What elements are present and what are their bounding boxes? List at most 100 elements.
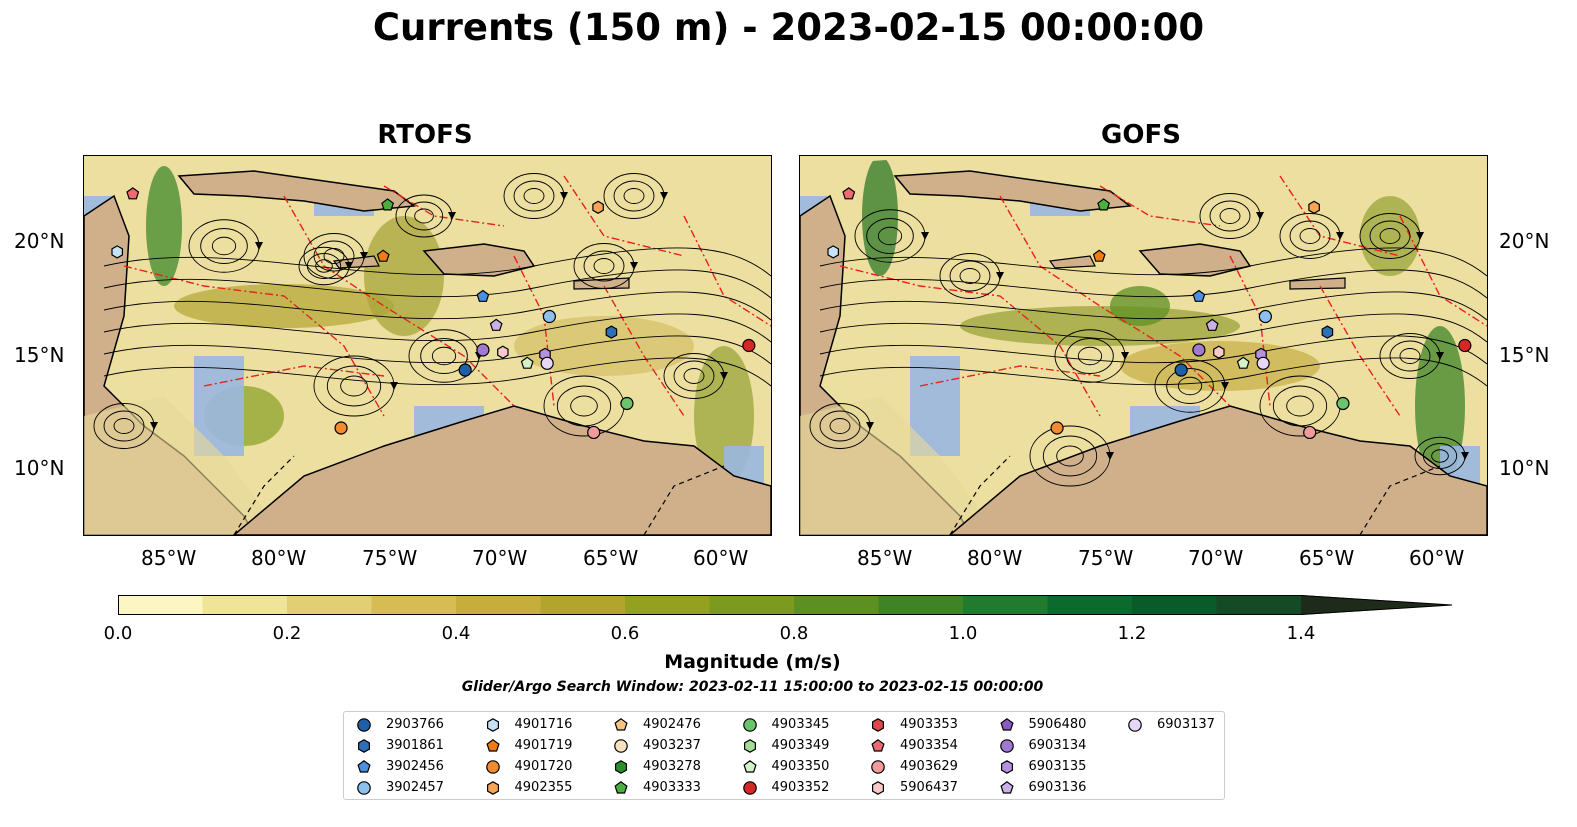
legend-label: 3901861: [386, 738, 444, 753]
lon-tick-65-left: 65°W: [583, 546, 639, 570]
float-marker-4901720[interactable]: [1050, 421, 1064, 435]
legend-item: 6903135: [999, 759, 1086, 775]
float-marker-4903629[interactable]: [1303, 425, 1317, 440]
colorbar-tick: 1.2: [1117, 623, 1147, 644]
float-marker-6903134[interactable]: [476, 343, 490, 357]
float-marker-4901716[interactable]: [111, 245, 124, 259]
float-marker-4901719[interactable]: [1092, 249, 1106, 262]
map-rtofs[interactable]: [83, 155, 772, 536]
colorbar-tick: 0.8: [779, 623, 809, 644]
float-marker-4903352[interactable]: [1458, 338, 1472, 353]
legend-label: 4901716: [514, 717, 573, 732]
lat-tick-20-left: 20°N: [14, 229, 65, 253]
legend-label: 2903766: [386, 717, 444, 732]
legend-label: 6903136: [1028, 780, 1087, 795]
lon-tick-80-right: 80°W: [967, 546, 1023, 570]
colorbar-tick: 0.4: [441, 623, 471, 644]
legend-marker-icon: [999, 781, 1014, 794]
float-marker-4902355[interactable]: [1308, 200, 1320, 214]
lon-tick-80-left: 80°W: [251, 546, 307, 570]
float-marker-4903354[interactable]: [842, 187, 856, 200]
legend-item: 4903349: [742, 738, 830, 754]
float-marker-3901861[interactable]: [1321, 325, 1334, 339]
float-marker-6903136[interactable]: [489, 318, 503, 331]
legend-label: 6903134: [1028, 738, 1087, 753]
legend-marker-icon: [742, 718, 757, 732]
legend-label: 5906437: [900, 780, 958, 795]
legend-item: 3902457: [356, 780, 444, 796]
float-marker-4903350[interactable]: [520, 356, 534, 369]
legend-item: 4903237: [613, 738, 701, 754]
legend-item: 4903353: [870, 717, 958, 733]
float-marker-4903345[interactable]: [1336, 396, 1350, 411]
legend-label: 4903278: [643, 759, 701, 774]
float-marker-6903134[interactable]: [1192, 343, 1206, 357]
legend-label: 4901720: [514, 759, 573, 774]
float-marker-6903137[interactable]: [540, 356, 554, 370]
float-marker-2903766[interactable]: [1174, 363, 1188, 377]
float-marker-4903345[interactable]: [620, 396, 634, 411]
legend-marker-icon: [743, 739, 756, 753]
legend-marker-icon: [614, 781, 628, 794]
lon-tick-60-left: 60°W: [693, 546, 749, 570]
legend-label: 4902355: [514, 780, 573, 795]
map-gofs[interactable]: [799, 155, 1488, 536]
legend-label: 4903237: [643, 738, 701, 753]
legend-label: 3902456: [386, 759, 444, 774]
float-marker-3902456[interactable]: [1192, 289, 1206, 302]
legend-label: 6903137: [1157, 717, 1215, 732]
float-marker-3902457[interactable]: [1258, 309, 1272, 324]
float-marker-4903354[interactable]: [126, 187, 140, 200]
float-marker-4903350[interactable]: [1236, 356, 1250, 369]
legend-marker-icon: [871, 760, 885, 774]
float-marker-6903137[interactable]: [1256, 356, 1270, 370]
colorbar-tick: 0.2: [272, 623, 302, 644]
float-marker-5906437[interactable]: [497, 345, 509, 359]
legend-item: 4902355: [485, 780, 573, 796]
colorbar-tick: 1.0: [948, 623, 978, 644]
map-canvas: [800, 156, 1487, 535]
legend-item: 4901720: [485, 759, 573, 775]
float-marker-3902457[interactable]: [542, 309, 556, 324]
float-marker-4901719[interactable]: [376, 249, 390, 262]
colorbar-tick: 0.0: [103, 623, 133, 644]
legend-marker-icon: [999, 739, 1014, 753]
panel-title-rtofs: RTOFS: [377, 120, 473, 150]
colorbar: [118, 595, 1453, 619]
float-marker-4901716[interactable]: [827, 245, 840, 259]
float-marker-6903136[interactable]: [1205, 318, 1219, 331]
legend-item: 4903629: [870, 759, 958, 775]
legend-marker-icon: [485, 760, 500, 774]
float-marker-4903629[interactable]: [587, 425, 601, 440]
float-marker-4903352[interactable]: [742, 338, 756, 353]
legend-item: 2903766: [356, 717, 444, 733]
legend-item: 4903350: [742, 759, 829, 775]
float-marker-4903333[interactable]: [381, 198, 395, 211]
float-marker-2903766[interactable]: [458, 363, 472, 377]
float-marker-4903333[interactable]: [1097, 198, 1111, 211]
legend-marker-icon: [742, 760, 757, 773]
figure-title: Currents (150 m) - 2023-02-15 00:00:00: [372, 6, 1205, 49]
legend-item: 4901719: [485, 738, 573, 754]
float-marker-5906437[interactable]: [1213, 345, 1225, 359]
legend-marker-icon: [871, 739, 885, 752]
legend-label: 4903353: [900, 717, 958, 732]
lon-tick-85-right: 85°W: [857, 546, 913, 570]
lat-tick-10-left: 10°N: [14, 456, 65, 480]
legend-marker-icon: [871, 781, 884, 795]
legend-marker-icon: [485, 739, 500, 752]
float-marker-4901720[interactable]: [334, 421, 348, 435]
float-marker-4902355[interactable]: [592, 200, 604, 214]
legend-item: 4901716: [485, 717, 573, 733]
legend-marker-icon: [742, 781, 757, 795]
legend-marker-icon: [614, 739, 628, 753]
lat-tick-10-right: 10°N: [1499, 456, 1550, 480]
float-marker-3901861[interactable]: [605, 325, 618, 339]
map-canvas: [84, 156, 771, 535]
legend-label: 4903349: [771, 738, 830, 753]
float-marker-3902456[interactable]: [476, 289, 490, 302]
legend-label: 4901719: [514, 738, 573, 753]
lat-tick-15-right: 15°N: [1499, 343, 1550, 367]
panel-title-gofs: GOFS: [1101, 120, 1181, 150]
float-legend: 2903766 3901861 3902456 3902457 4901716 49017…: [343, 711, 1225, 800]
